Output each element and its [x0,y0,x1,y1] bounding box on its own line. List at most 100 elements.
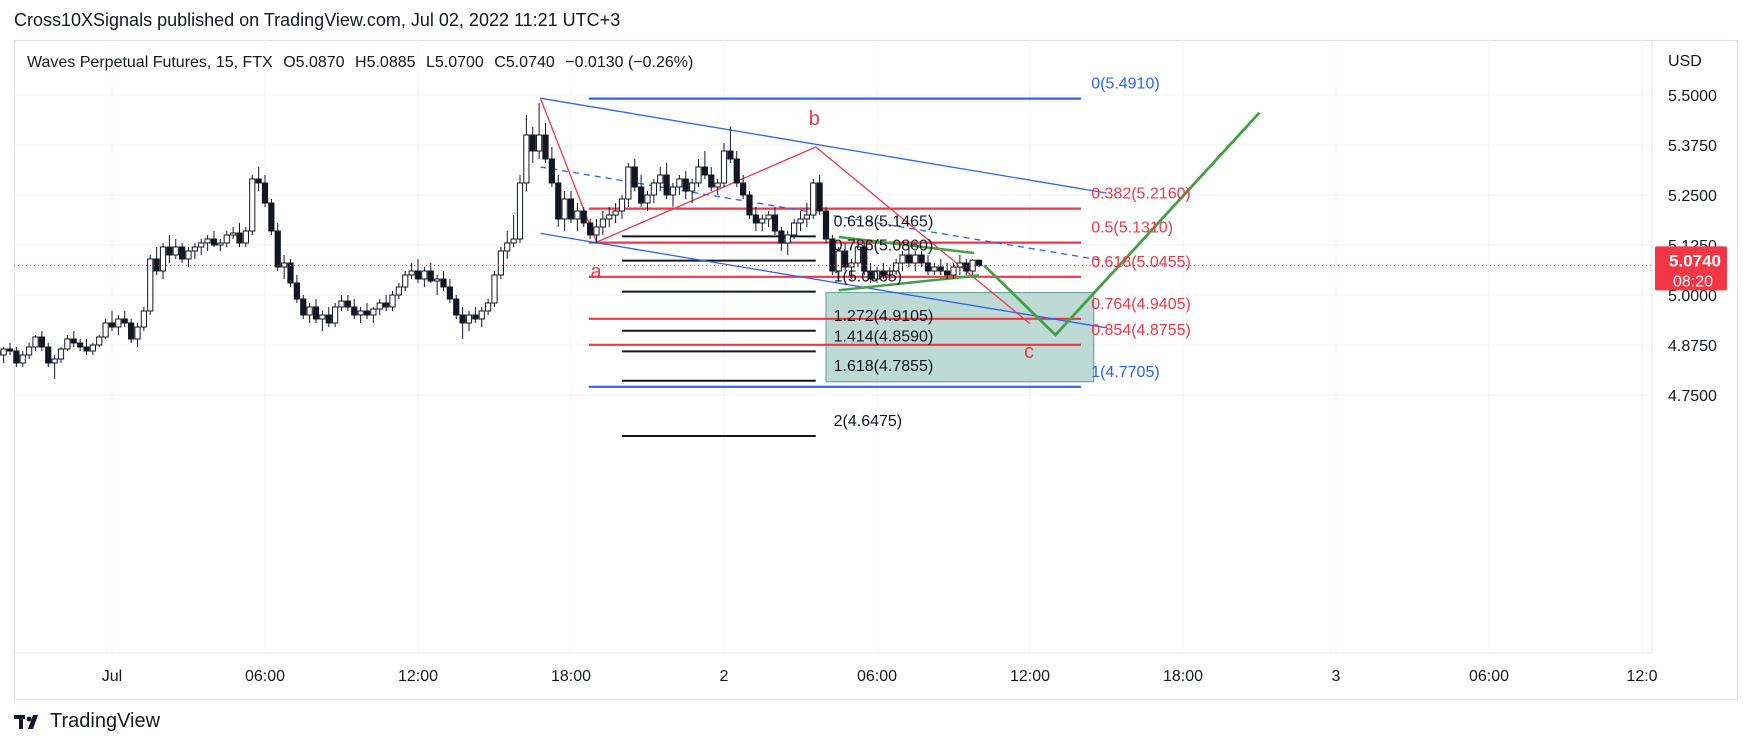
candle [963,259,970,275]
candle [13,347,20,367]
candle [842,243,849,271]
candle [204,235,211,251]
candle [784,231,791,255]
triangle-top-line [838,235,975,255]
candle-body [32,336,39,348]
candle [810,179,817,219]
candle [682,171,689,199]
candle [261,175,269,207]
candle [191,243,198,259]
candle-body [134,326,141,340]
candle [689,179,696,203]
legend-open: O5.0870 [283,54,345,71]
candle-body [434,278,441,282]
candle-body [574,210,581,220]
candle-body [752,214,759,224]
candle [32,335,39,351]
candle-body [370,308,377,316]
candle [714,179,721,195]
candle [548,147,555,187]
candle-body [440,278,447,288]
candle-body [383,302,390,308]
candle-body [593,226,600,236]
candle [236,223,243,247]
candle-body [198,242,205,248]
candle-body [472,314,479,320]
last-price-badge-bg [1655,246,1727,291]
candle-body [669,186,677,196]
candle-body [402,274,409,288]
candle [223,231,230,247]
candle [312,299,320,323]
candle [912,251,919,271]
fib-left-label: 1(5.0085) [834,269,903,286]
time-tick-label: 06:00 [857,668,897,685]
candle [395,283,402,299]
candle [822,207,830,243]
target-zone-box [825,292,1095,383]
candle-body [427,270,434,282]
triangle-bottom-line [838,274,980,292]
candle [185,247,192,267]
candle-body [555,182,562,220]
candle-body [778,230,785,244]
candle-body [542,134,549,160]
candle [26,343,33,359]
candle-body [485,302,492,312]
candle [886,267,893,279]
candle [64,335,71,351]
candle [861,243,868,275]
candle [57,347,65,363]
candle [733,151,740,187]
candle-body [115,318,122,328]
candle-body [19,354,26,364]
candle [536,103,543,159]
candle [759,215,766,231]
candle-body [529,134,536,152]
fib-left-label: 0.786(5.0860) [834,238,934,255]
fib-left-label: 2(4.6475) [834,413,903,430]
candle [752,207,759,231]
candle [478,307,485,327]
candle [701,151,708,179]
candle [746,191,753,219]
candle-body [893,262,900,272]
fib-labels: 0(5.4910) 0.382(5.2160) 0.5(5.1310) 0.618(5… [591,76,1191,430]
candle-body [357,310,364,316]
candle [937,259,944,275]
candle [108,311,116,331]
candle [332,303,339,327]
candle-body [210,238,218,246]
candle-body [217,242,224,246]
candle-body [223,234,230,244]
candle-body [96,336,103,346]
candle-body [886,270,893,276]
candle [625,163,632,207]
candle [542,123,549,163]
fib-levels [588,97,1081,437]
candle [83,339,90,355]
candle [19,351,26,367]
candle-body [701,166,708,176]
candle [6,343,14,355]
axes: USD5.50005.37505.25005.12505.00004.87504… [14,40,1727,685]
candle [70,331,77,347]
candle [708,167,715,191]
candle [663,163,670,199]
time-tick-label: 06:00 [1469,668,1509,685]
candle [166,235,173,263]
candle-body [797,218,804,224]
candle [89,343,96,355]
candle-body [816,182,823,212]
candle-body [835,250,842,272]
candle [497,247,504,279]
candle [274,223,281,271]
candle-body [306,306,313,316]
last-price-value: 5.0740 [1669,251,1721,270]
price-tick-label: 4.8750 [1668,338,1717,355]
footer-brand[interactable]: TradingView [14,710,160,733]
candle-body [408,270,415,276]
candle [580,207,587,227]
publish-header: Cross10XSignals published on TradingView… [14,10,621,30]
